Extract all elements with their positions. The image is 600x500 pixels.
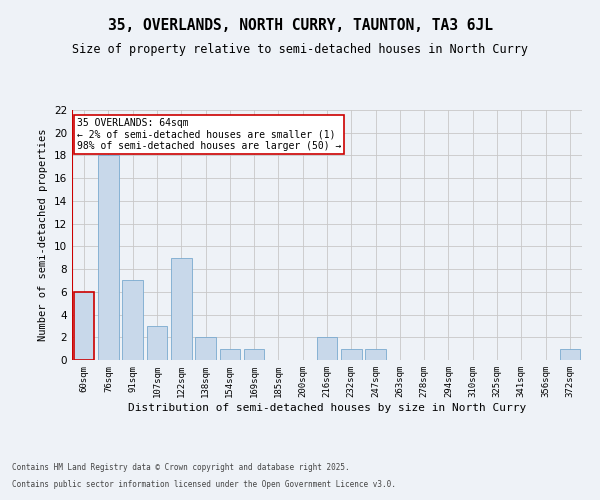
Text: 35, OVERLANDS, NORTH CURRY, TAUNTON, TA3 6JL: 35, OVERLANDS, NORTH CURRY, TAUNTON, TA3… <box>107 18 493 32</box>
Bar <box>220 348 240 360</box>
Text: Contains public sector information licensed under the Open Government Licence v3: Contains public sector information licen… <box>12 480 396 489</box>
Bar <box>122 280 143 360</box>
Bar <box>98 156 119 360</box>
Bar <box>560 348 580 360</box>
Bar <box>195 338 216 360</box>
Bar <box>365 348 386 360</box>
X-axis label: Distribution of semi-detached houses by size in North Curry: Distribution of semi-detached houses by … <box>128 402 526 412</box>
Text: Contains HM Land Registry data © Crown copyright and database right 2025.: Contains HM Land Registry data © Crown c… <box>12 464 350 472</box>
Text: 35 OVERLANDS: 64sqm
← 2% of semi-detached houses are smaller (1)
98% of semi-det: 35 OVERLANDS: 64sqm ← 2% of semi-detache… <box>77 118 341 150</box>
Bar <box>146 326 167 360</box>
Bar <box>244 348 265 360</box>
Bar <box>341 348 362 360</box>
Y-axis label: Number of semi-detached properties: Number of semi-detached properties <box>38 128 49 341</box>
Text: Size of property relative to semi-detached houses in North Curry: Size of property relative to semi-detach… <box>72 42 528 56</box>
Bar <box>317 338 337 360</box>
Bar <box>171 258 191 360</box>
Bar <box>74 292 94 360</box>
